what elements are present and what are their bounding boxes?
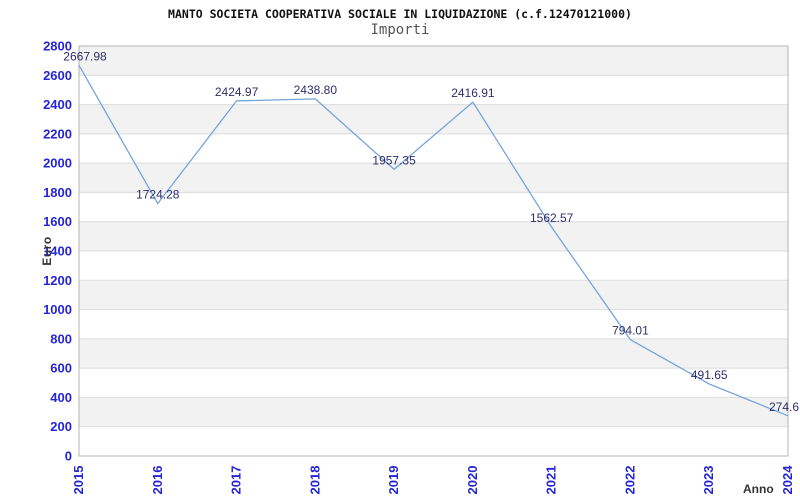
y-tick-label: 0 — [65, 449, 72, 464]
grid-band — [79, 426, 788, 456]
grid-band — [79, 133, 788, 164]
grid-band — [79, 104, 788, 134]
data-label: 2667.98 — [63, 49, 107, 63]
x-tick-label: 2020 — [465, 466, 480, 495]
grid-band — [79, 251, 788, 281]
grid-band — [79, 397, 788, 427]
y-tick-label: 2000 — [43, 156, 72, 171]
grid-band — [79, 163, 788, 193]
chart-title: MANTO SOCIETA COOPERATIVA SOCIALE IN LIQ… — [168, 7, 632, 21]
data-label: 1724.28 — [136, 188, 180, 202]
grid-band — [79, 309, 788, 339]
y-tick-label: 400 — [50, 390, 72, 405]
series-line — [78, 65, 789, 417]
y-tick-label: 2400 — [43, 97, 72, 112]
data-label: 274.6 — [769, 400, 799, 414]
grid-band — [79, 338, 788, 369]
data-label: 491.65 — [691, 368, 728, 382]
y-tick-label: 1000 — [43, 302, 72, 317]
chart-subtitle: Importi — [370, 22, 430, 38]
y-axis-title: Euro — [40, 236, 54, 266]
y-tick-label: 1600 — [43, 214, 72, 229]
grid-band — [79, 280, 788, 310]
data-label: 2424.97 — [215, 85, 259, 99]
grid-band — [79, 368, 788, 398]
y-tick-label: 200 — [50, 419, 72, 434]
y-tick-label: 1400 — [43, 244, 72, 259]
y-tick-label: 600 — [50, 361, 72, 376]
y-tick-label: 1800 — [43, 185, 72, 200]
grid-band — [79, 75, 788, 105]
grid-band — [79, 192, 788, 222]
x-tick-label: 2023 — [701, 466, 716, 495]
data-label: 2438.80 — [294, 83, 338, 97]
grid-band — [79, 46, 788, 76]
x-tick-label: 2016 — [150, 466, 165, 495]
y-tick-label: 1200 — [43, 273, 72, 288]
y-tick-label: 800 — [50, 331, 72, 346]
x-tick-label: 2019 — [386, 466, 401, 495]
data-label: 1957.35 — [372, 153, 416, 167]
x-tick-label: 2018 — [307, 466, 322, 495]
y-tick-label: 2200 — [43, 126, 72, 141]
data-label: 1562.57 — [530, 211, 574, 225]
x-tick-label: 2021 — [544, 466, 559, 495]
data-label: 794.01 — [612, 324, 649, 338]
grid-band — [79, 221, 788, 251]
x-tick-label: 2024 — [780, 465, 795, 495]
plot-frame — [78, 45, 789, 457]
y-tick-label: 2600 — [43, 68, 72, 83]
data-label: 2416.91 — [451, 86, 495, 100]
x-tick-label: 2022 — [622, 466, 637, 495]
x-tick-label: 2015 — [71, 466, 86, 495]
x-tick-label: 2017 — [229, 466, 244, 495]
x-axis-title: Anno — [743, 482, 774, 496]
y-tick-label: 2800 — [43, 39, 72, 54]
